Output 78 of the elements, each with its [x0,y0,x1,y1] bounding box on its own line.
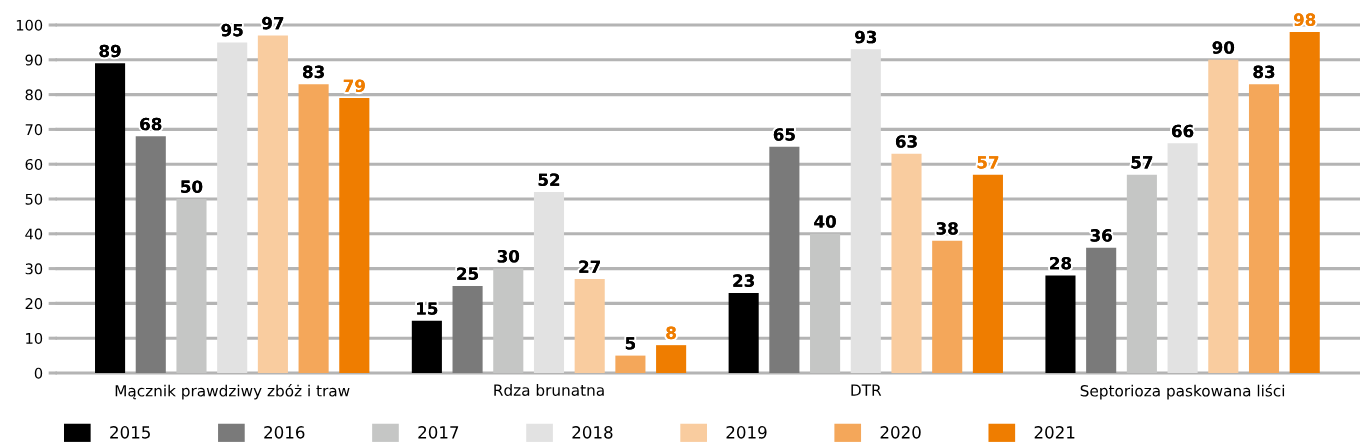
bar [1086,247,1117,373]
y-tick-label: 100 [16,19,43,31]
data-label: 79 [343,79,365,93]
bar [891,153,922,373]
data-label: 52 [538,173,560,187]
data-label: 40 [814,215,836,228]
bar [972,174,1003,373]
data-label: 30 [497,249,520,263]
y-tick-label: 30 [25,263,43,275]
bar [1208,59,1239,373]
legend-label: 2020 [880,426,921,439]
bar [533,192,565,373]
data-label: 8 [666,326,676,340]
bar [452,286,483,373]
data-label: 95 [221,23,243,37]
y-tick-label: 90 [25,54,43,66]
y-tick-label: 60 [25,158,43,170]
bar [493,268,524,373]
legend-label: 2018 [572,426,613,439]
data-label: 38 [936,222,958,235]
data-label: 65 [773,128,795,141]
y-tick-label: 10 [26,332,43,344]
legend-label: 2021 [1034,426,1075,439]
bar [810,233,841,373]
bar [728,292,759,373]
y-tick-label: 80 [25,89,43,101]
bar [95,63,126,373]
data-label: 27 [579,260,600,273]
legend-label: 2016 [264,426,305,439]
legend-label: 2019 [726,426,767,439]
data-label: 97 [262,16,284,30]
bar [769,146,800,373]
bar [1289,31,1320,373]
data-label: 23 [733,274,754,287]
bar [135,136,166,373]
bar [1126,174,1157,373]
legend-label: 2015 [110,426,150,439]
bar [339,98,370,373]
y-tick-label: 40 [25,228,43,240]
data-label: 98 [1293,13,1316,26]
y-tick-label: 70 [25,124,43,136]
data-label: 5 [625,337,636,350]
bar [615,355,646,373]
data-label: 25 [457,267,479,280]
bar [656,345,687,373]
data-label: 50 [181,180,203,193]
data-label: 28 [1050,256,1072,270]
data-label: 63 [895,135,917,148]
data-label: 57 [977,156,999,169]
bar [217,42,248,373]
data-label: 66 [1172,124,1194,138]
y-tick-label: 50 [25,193,43,205]
data-label: 36 [1090,229,1112,242]
data-label: 90 [1212,41,1235,54]
bar [850,49,881,373]
data-label: 68 [140,117,162,131]
bar [298,84,329,373]
bar [176,199,207,373]
x-tick-label: Septorioza paskowana liści [1080,384,1285,400]
bar [411,320,442,373]
data-label: 89 [99,44,121,58]
legend-label: 2017 [418,426,459,439]
x-tick-label: Rdza brunatna [494,384,604,396]
bar [1248,84,1280,373]
data-label: 83 [303,65,324,79]
data-label: 57 [1131,156,1153,169]
bar [1167,143,1198,373]
bar [1045,275,1076,373]
x-tick-label: DTR [851,384,882,396]
x-tick-label: Mącznik prawdziwy zbóż i traw [115,384,350,400]
data-label: 93 [855,30,877,44]
y-tick-label: 0 [34,367,43,379]
data-label: 83 [1253,65,1275,79]
bar [257,35,288,373]
bar [574,279,605,373]
bar [932,240,963,373]
data-label: 15 [417,302,438,315]
y-tick-label: 20 [25,298,43,310]
